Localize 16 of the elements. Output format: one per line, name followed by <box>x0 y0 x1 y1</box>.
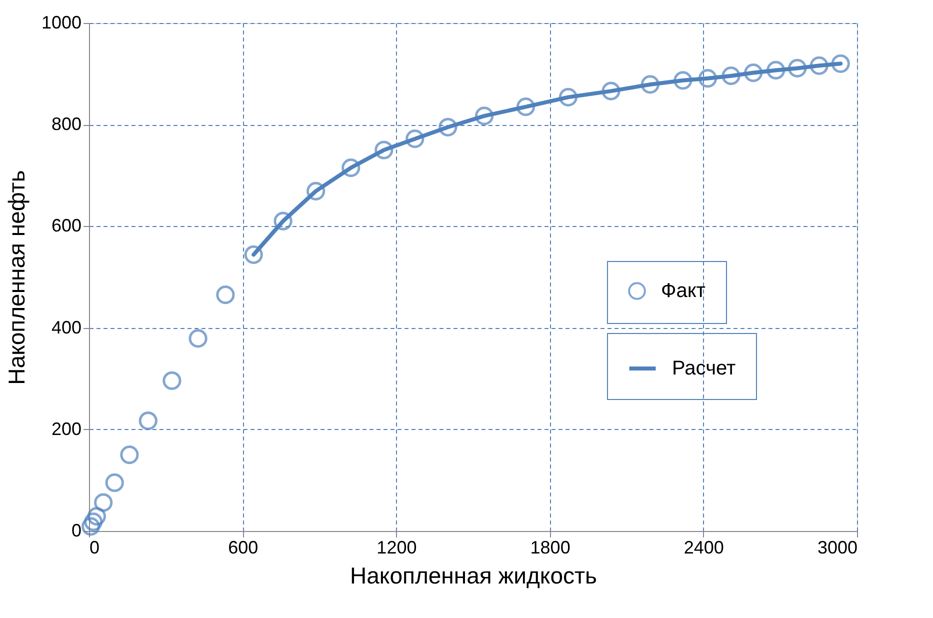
x-tick-label: 600 <box>228 538 258 558</box>
y-tick-label: 200 <box>51 418 82 439</box>
x-tick-label: 2400 <box>684 538 724 558</box>
x-tick-label: 1200 <box>376 538 417 558</box>
y-tick-label: 800 <box>51 114 82 134</box>
y-tick-label: 1000 <box>41 12 82 32</box>
legend-label: Расчет <box>672 358 736 380</box>
x-tick-label: 1800 <box>530 538 570 558</box>
x-axis-title: Накопленная жидкость <box>350 562 598 588</box>
y-tick-label: 400 <box>51 317 82 338</box>
legend-label: Факт <box>661 280 706 302</box>
x-tick-label: 3000 <box>817 538 858 558</box>
y-tick-label: 0 <box>71 520 82 540</box>
y-axis-title: Накопленная нефть <box>3 170 30 385</box>
x-tick-label: 0 <box>90 538 100 558</box>
y-tick-label: 600 <box>51 216 82 236</box>
